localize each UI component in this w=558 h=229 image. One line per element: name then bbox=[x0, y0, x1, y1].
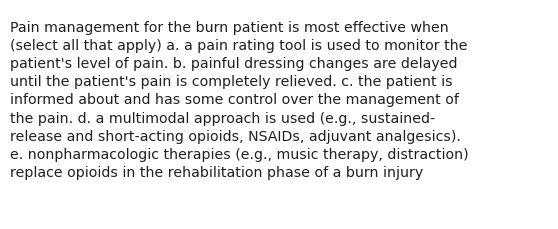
Text: Pain management for the burn patient is most effective when
(select all that app: Pain management for the burn patient is … bbox=[10, 21, 469, 179]
